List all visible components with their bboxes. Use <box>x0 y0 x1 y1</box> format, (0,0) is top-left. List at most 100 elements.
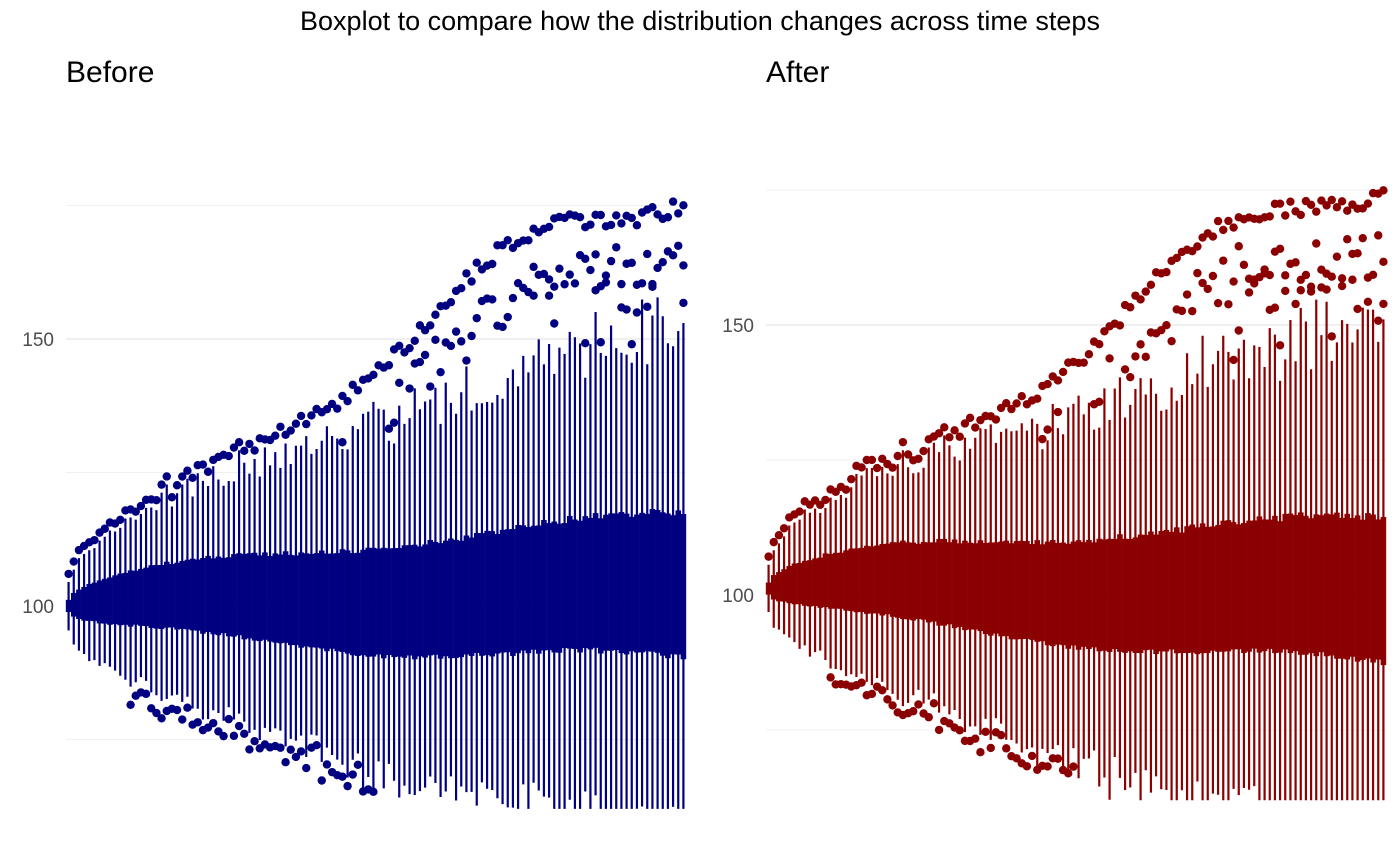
box <box>1225 520 1232 652</box>
outlier-point <box>1343 206 1352 215</box>
outlier-point <box>1327 195 1336 205</box>
outlier-point <box>1095 397 1104 407</box>
box <box>644 513 651 652</box>
outlier-point <box>996 730 1006 740</box>
outlier-point <box>847 474 856 484</box>
outlier-point <box>1182 290 1192 299</box>
box <box>1370 514 1376 663</box>
outlier-point <box>1332 203 1342 212</box>
box <box>618 512 625 654</box>
box <box>1008 543 1015 640</box>
box <box>143 567 149 627</box>
box <box>786 565 793 604</box>
box <box>577 520 583 653</box>
outlier-point <box>178 715 187 724</box>
box <box>1034 540 1041 642</box>
outlier-point <box>648 202 657 212</box>
outlier-point <box>291 752 301 762</box>
outlier-point <box>960 419 970 428</box>
outlier-point <box>934 429 944 438</box>
outlier-point <box>167 493 177 502</box>
outlier-point <box>1162 267 1171 277</box>
outlier-point <box>209 718 218 728</box>
outlier-point <box>250 446 259 455</box>
box <box>1142 534 1149 651</box>
outlier-point <box>627 213 636 223</box>
outlier-point <box>679 261 688 270</box>
box <box>848 548 855 612</box>
box <box>101 578 108 624</box>
outlier-point <box>1379 186 1388 195</box>
outlier-point <box>663 213 673 222</box>
outlier-point <box>322 760 332 769</box>
outlier-point <box>1265 212 1274 221</box>
outlier-point <box>131 507 140 516</box>
outlier-point <box>1337 281 1347 291</box>
panel-title-after: After <box>766 56 830 89</box>
box <box>1235 524 1242 650</box>
box <box>256 555 263 642</box>
outlier-point <box>888 463 897 472</box>
outlier-point <box>420 350 430 360</box>
box <box>1075 540 1082 650</box>
box <box>654 510 661 653</box>
box <box>817 557 824 608</box>
box <box>1117 534 1123 652</box>
box <box>179 561 186 629</box>
box <box>1380 516 1387 666</box>
outlier-point <box>857 678 866 687</box>
outlier-point <box>560 280 569 289</box>
outlier-point <box>857 463 866 472</box>
outlier-point <box>550 319 559 328</box>
outlier-point <box>1374 231 1383 240</box>
outlier-point <box>1353 304 1362 314</box>
outlier-point <box>141 689 151 699</box>
box <box>863 545 870 614</box>
outlier-point <box>317 776 326 785</box>
outlier-point <box>965 413 975 423</box>
outlier-point <box>1275 341 1285 350</box>
outlier-point <box>544 222 554 232</box>
box <box>117 573 124 626</box>
box <box>587 517 594 650</box>
outlier-point <box>1353 249 1362 258</box>
outlier-point <box>653 263 662 273</box>
outlier-point <box>586 265 595 275</box>
box <box>962 540 968 631</box>
box <box>344 550 351 654</box>
outlier-point <box>575 212 585 222</box>
outlier-point <box>245 439 254 449</box>
y-tick-label: 100 <box>722 586 754 607</box>
box <box>158 564 165 630</box>
outlier-point <box>250 737 259 746</box>
box <box>1339 517 1345 659</box>
box <box>205 555 211 633</box>
box <box>468 537 475 656</box>
box <box>1096 538 1103 652</box>
outlier-point <box>955 432 964 441</box>
box <box>520 525 527 651</box>
box <box>535 525 542 654</box>
box <box>931 542 937 622</box>
outlier-point <box>1281 211 1290 220</box>
box <box>1049 540 1056 647</box>
outlier-point <box>193 718 202 727</box>
box <box>1359 519 1366 661</box>
box <box>765 582 772 595</box>
outlier-point <box>1095 339 1104 349</box>
y-tick-label: 100 <box>22 597 54 618</box>
outlier-point <box>172 705 182 715</box>
box <box>1349 518 1356 657</box>
box <box>1189 524 1196 653</box>
outlier-point <box>1188 306 1197 316</box>
box <box>380 547 387 659</box>
outlier-point <box>914 454 923 463</box>
outlier-point <box>271 431 280 440</box>
box <box>251 552 258 641</box>
outlier-point <box>971 734 980 743</box>
outlier-point <box>431 335 440 345</box>
outlier-point <box>570 279 580 288</box>
box <box>1003 540 1010 637</box>
outlier-point <box>826 673 835 682</box>
outlier-point <box>348 380 357 390</box>
